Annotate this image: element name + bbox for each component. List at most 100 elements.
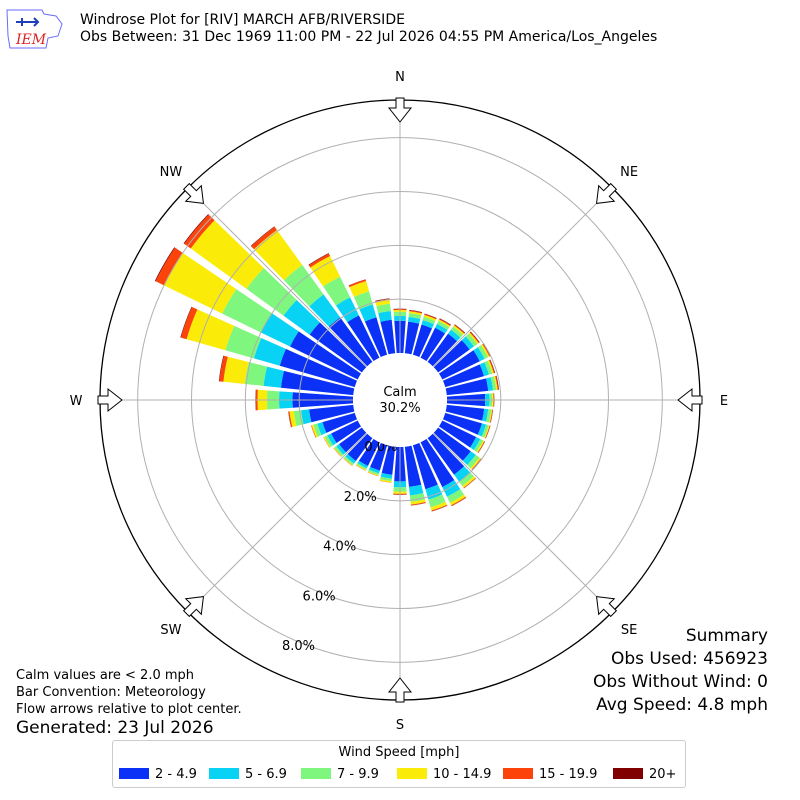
wind-bar-segment <box>446 489 465 503</box>
wind-bar-segment <box>289 331 362 380</box>
wind-bar-segment <box>478 441 486 454</box>
wind-bar-segment <box>288 411 292 428</box>
wind-bar-segment <box>222 289 272 333</box>
wind-bar-segment <box>317 422 327 436</box>
wind-bar-segment <box>355 464 366 471</box>
wind-bar-segment <box>309 322 367 373</box>
wind-bar-segment <box>219 355 228 382</box>
calm-note: Calm values are < 2.0 mph <box>16 668 195 683</box>
wind-bar-segment <box>454 324 465 334</box>
wind-bar-segment <box>470 436 481 451</box>
wind-bar-segment <box>288 411 293 428</box>
wind-bar-segment <box>410 502 426 506</box>
wind-bar-segment <box>442 412 482 435</box>
flow-arrow-icon <box>596 182 618 204</box>
logo-text: IEM <box>15 32 47 48</box>
wind-bar-segment <box>225 325 262 359</box>
wind-bar-segment <box>422 316 436 325</box>
wind-bar-segment <box>438 319 451 328</box>
wind-bar-segment <box>477 423 487 437</box>
wind-bar-segment <box>367 472 379 477</box>
generated-date: Generated: 23 Jul 2026 <box>16 718 214 738</box>
wind-bar-segment <box>370 442 388 471</box>
wind-bar-segment <box>368 469 380 476</box>
wind-bar-segment <box>368 466 380 474</box>
wind-bar-segment <box>459 472 474 487</box>
wind-bar-segment <box>339 427 367 453</box>
flow-arrow-icon <box>97 387 123 413</box>
wind-bar-segment <box>439 318 451 326</box>
wind-bar-segment <box>486 377 494 391</box>
wind-bar-segment <box>336 444 346 455</box>
wind-bar-segment <box>469 331 480 344</box>
legend-item: 10 - 14.9 <box>397 767 491 783</box>
wind-bar-segment <box>260 313 299 347</box>
wind-bar-segment <box>473 347 485 362</box>
wind-bar-segment <box>427 433 465 475</box>
summary-avg-speed: Avg Speed: 4.8 mph <box>596 695 768 715</box>
wind-bar-segment <box>218 355 224 382</box>
wind-bar-segment <box>380 476 392 482</box>
summary-title: Summary <box>685 626 768 646</box>
radial-tick-label: 6.0% <box>303 589 336 604</box>
wind-bar-segment <box>244 361 267 386</box>
wind-bar-segment <box>490 376 497 391</box>
wind-bar-segment <box>347 315 380 362</box>
wind-bar-segment <box>431 505 448 512</box>
wind-bar-segment <box>442 364 485 388</box>
calm-value: 30.2% <box>379 401 420 416</box>
wind-bar-segment <box>439 318 451 326</box>
wind-bar-segment <box>408 484 424 496</box>
legend-title: Wind Speed [mph] <box>338 745 460 760</box>
wind-bar-segment <box>328 317 373 367</box>
flow-arrows <box>97 97 703 703</box>
wind-bar-segment <box>246 268 297 316</box>
wind-bar-segment <box>481 344 490 358</box>
wind-bar-segment <box>420 438 455 488</box>
wind-bar-segment <box>445 404 485 421</box>
wind-bar-segment <box>477 345 489 359</box>
wind-bar-segment <box>253 230 303 281</box>
wind-bar-segment <box>424 314 437 320</box>
wind-bar-segment <box>462 476 476 488</box>
wind-bar-segment <box>423 314 437 321</box>
wind-bar-segment <box>476 440 485 453</box>
wind-bar-segment <box>450 326 464 338</box>
wind-bar-segment <box>463 477 476 489</box>
direction-label-ne: NE <box>620 165 638 180</box>
legend-item: 20+ <box>613 767 676 783</box>
legend-label: 2 - 4.9 <box>155 767 197 782</box>
wind-bar-segment <box>311 424 318 438</box>
wind-bar-segment <box>347 433 373 461</box>
flow-arrow-icon <box>677 387 703 413</box>
wind-bar-segment <box>327 433 337 446</box>
wind-bar-segment <box>381 445 396 475</box>
wind-bar-segment <box>408 311 422 316</box>
wind-bar-segment <box>375 298 390 302</box>
legend-label: 10 - 14.9 <box>433 767 492 782</box>
wind-bar-segment <box>451 496 467 506</box>
wind-bar-segment <box>495 375 499 390</box>
wind-bar-segment <box>470 457 481 470</box>
wind-bar-segment <box>255 389 256 411</box>
wind-bar-segment <box>345 454 356 464</box>
grid-spoke <box>187 432 368 613</box>
direction-label-s: S <box>396 718 404 733</box>
wind-bar-segment <box>477 440 485 453</box>
legend-label: 15 - 19.9 <box>539 767 598 782</box>
wind-bar-segment <box>186 309 235 351</box>
wind-bar-segment <box>433 340 470 373</box>
wind-bar-segment <box>485 425 491 439</box>
wind-bar-segment <box>309 404 355 423</box>
wind-bar-segment <box>427 333 458 367</box>
calm-center: Calm 30.2% <box>353 353 447 447</box>
radial-tick-labels: 0.0%2.0%4.0%6.0%8.0% <box>282 440 397 654</box>
wind-bar-segment <box>486 409 492 423</box>
wind-bar-segment <box>404 445 422 487</box>
wind-bar-segment <box>463 478 476 489</box>
wind-bar-segment <box>223 356 249 384</box>
wind-bar-segment <box>431 504 448 512</box>
flow-arrow-icon <box>182 596 204 618</box>
wind-bar-segment <box>380 472 393 479</box>
wind-bar-segment <box>250 226 275 247</box>
